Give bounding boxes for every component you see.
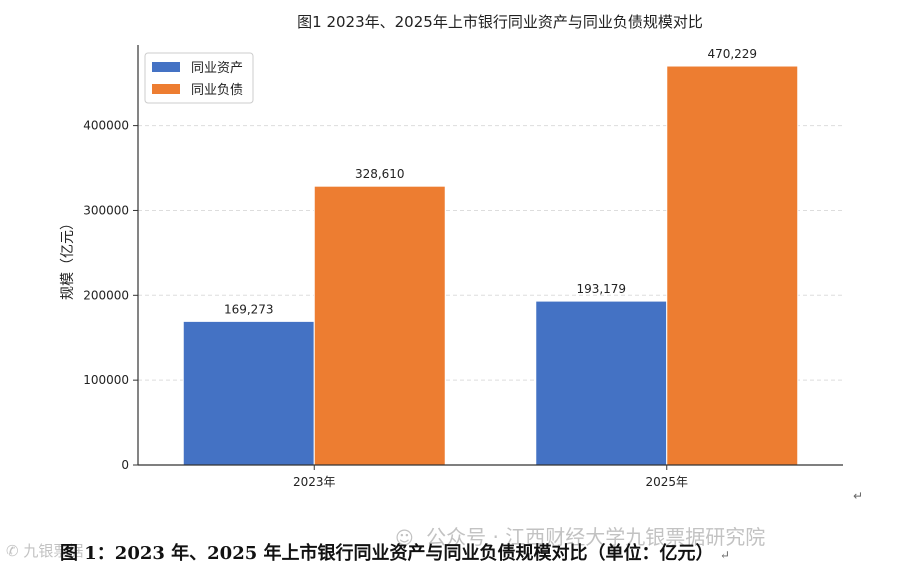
data-label: 328,610 [355, 167, 405, 181]
x-tick-label: 2025年 [645, 475, 688, 489]
bars [182, 65, 799, 466]
watermark-text: 公众号 · 江西财经大学九银票据研究院 [426, 525, 766, 549]
y-axis-ticks: 0 100000 200000 300000 400000 [83, 119, 138, 472]
bar [535, 300, 668, 466]
wechat-icon: ☺ [395, 528, 414, 549]
y-tick-label: 100000 [83, 373, 129, 387]
watermark-logo-text: 九银票据 [23, 542, 84, 560]
legend-label: 同业资产 [191, 61, 243, 76]
figure-caption: 图 1：2023 年、2025 年上市银行同业资产与同业负债规模对比（单位：亿元… [60, 539, 730, 565]
data-labels: 169,273 328,610 193,179 470,229 [224, 47, 757, 316]
data-label: 193,179 [576, 282, 626, 296]
data-label: 169,273 [224, 302, 274, 316]
bar [182, 320, 315, 466]
gridlines [138, 125, 843, 381]
bar [666, 65, 799, 466]
y-tick-label: 0 [121, 458, 129, 472]
y-tick-label: 400000 [83, 119, 129, 133]
x-axis-ticks: 2023年 2025年 [293, 465, 688, 489]
data-label: 470,229 [707, 47, 757, 61]
y-axis-label: 规模（亿元） [60, 216, 76, 300]
watermark-logo: ✆ 九银票据 [6, 540, 83, 561]
y-tick-label: 200000 [83, 288, 129, 302]
legend-swatch [152, 84, 180, 94]
bar [313, 185, 446, 466]
legend-swatch [152, 62, 180, 72]
x-tick-label: 2023年 [293, 475, 336, 489]
chart-title: 图1 2023年、2025年上市银行同业资产与同业负债规模对比 [297, 13, 703, 31]
return-mark: ↵ [853, 489, 864, 503]
axes [137, 45, 843, 466]
y-tick-label: 300000 [83, 203, 129, 217]
caption-return-mark: ↵ [719, 548, 730, 562]
weibo-icon: ✆ [6, 542, 19, 560]
watermark: ☺ 公众号 · 江西财经大学九银票据研究院 [395, 521, 765, 550]
legend-label: 同业负债 [191, 83, 243, 98]
bar-chart: 图1 2023年、2025年上市银行同业资产与同业负债规模对比 0 100000 2… [60, 13, 843, 489]
caption-text: 图 1：2023 年、2025 年上市银行同业资产与同业负债规模对比（单位：亿元… [60, 543, 714, 564]
